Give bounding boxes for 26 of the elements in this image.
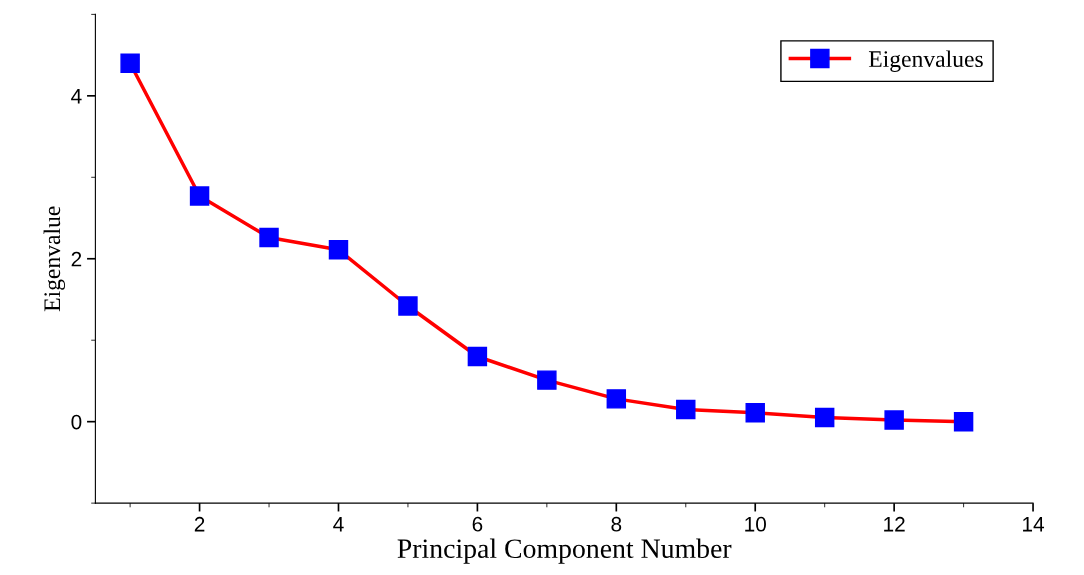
point xyxy=(537,370,557,390)
point xyxy=(745,402,765,423)
y-axis-title: Eigenvalue xyxy=(43,206,66,312)
point xyxy=(814,407,835,428)
point xyxy=(467,346,488,367)
point xyxy=(259,227,279,248)
legend-label: Eigenvalues xyxy=(868,50,983,72)
x-tick-label: 6 xyxy=(472,516,483,532)
point xyxy=(328,240,349,260)
x-tick-label: 2 xyxy=(194,516,205,532)
point xyxy=(676,399,696,420)
x-tick-label: 14 xyxy=(1023,517,1045,532)
point xyxy=(884,410,904,430)
point xyxy=(120,53,140,73)
point xyxy=(189,186,210,206)
point xyxy=(953,411,974,432)
x-tick-label: 12 xyxy=(884,516,905,532)
x-tick-label: 4 xyxy=(333,517,344,532)
point xyxy=(606,389,627,409)
x-axis-title: Principal Component Number xyxy=(397,538,732,564)
y-tick-label: 0 xyxy=(71,414,82,430)
y-tick-label: 2 xyxy=(71,251,82,267)
point xyxy=(398,296,418,316)
x-tick-label: 10 xyxy=(745,516,766,532)
x-tick-label: 8 xyxy=(611,516,622,532)
y-tick-label: 4 xyxy=(71,89,82,104)
